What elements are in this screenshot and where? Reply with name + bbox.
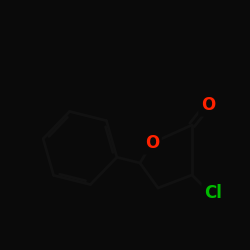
Text: O: O [201, 96, 215, 114]
Text: O: O [145, 134, 159, 152]
Text: Cl: Cl [204, 184, 222, 202]
